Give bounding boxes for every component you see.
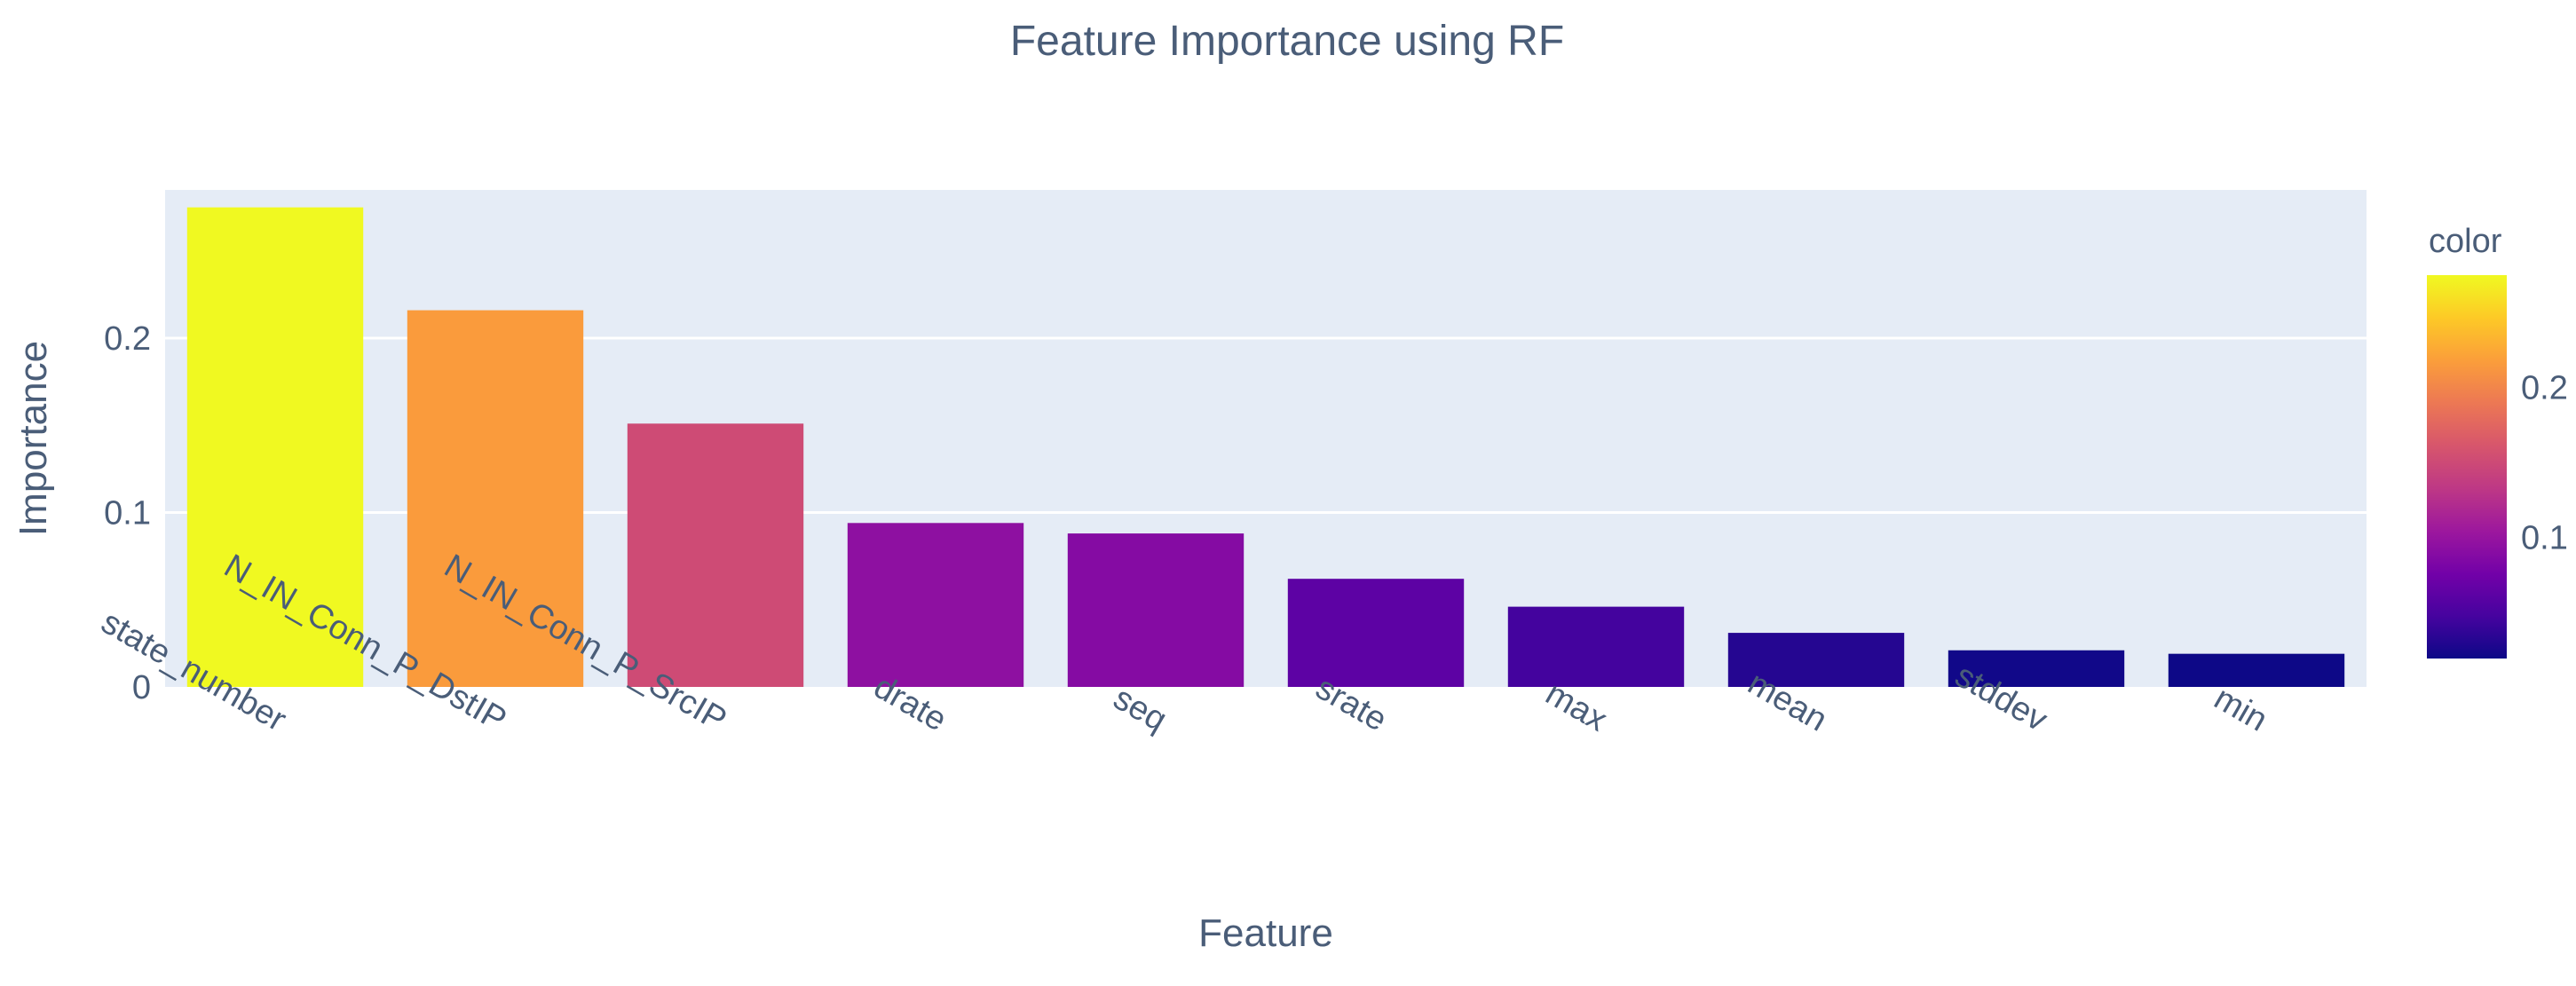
y-axis-title: Importance xyxy=(12,341,55,536)
bar-seq xyxy=(1067,533,1245,687)
bars xyxy=(186,207,2345,688)
colorbar-ticks: 0.1 0.2 xyxy=(2521,370,2568,557)
x-tick-label: min xyxy=(2208,680,2273,739)
colorbar-tick-label: 0.1 xyxy=(2521,519,2568,556)
bar-n-in-conn-p-srcip xyxy=(627,423,804,687)
x-tick-label: seq xyxy=(1107,680,1173,739)
chart-title: Feature Importance using RF xyxy=(1010,18,1564,65)
bar-stddev xyxy=(1948,650,2125,687)
bar-min xyxy=(2168,653,2345,687)
colorbar-gradient xyxy=(2427,275,2507,659)
colorbar-tick-label: 0.2 xyxy=(2521,370,2568,407)
y-tick-label: 0.1 xyxy=(104,495,151,532)
bar-mean xyxy=(1727,633,1905,687)
bar-srate xyxy=(1287,579,1465,687)
bar-max xyxy=(1507,606,1685,687)
colorbar-title: color xyxy=(2429,223,2502,260)
bar-n-in-conn-p-dstip xyxy=(407,310,584,687)
y-tick-labels: 0 0.1 0.2 xyxy=(104,320,151,706)
colorbar: color 0.1 0.2 xyxy=(2427,223,2568,659)
y-tick-label: 0.2 xyxy=(104,320,151,358)
x-axis-title: Feature xyxy=(1198,911,1333,955)
bar-state-number xyxy=(186,207,364,688)
y-tick-label: 0 xyxy=(132,669,151,706)
bar-drate xyxy=(847,523,1024,687)
